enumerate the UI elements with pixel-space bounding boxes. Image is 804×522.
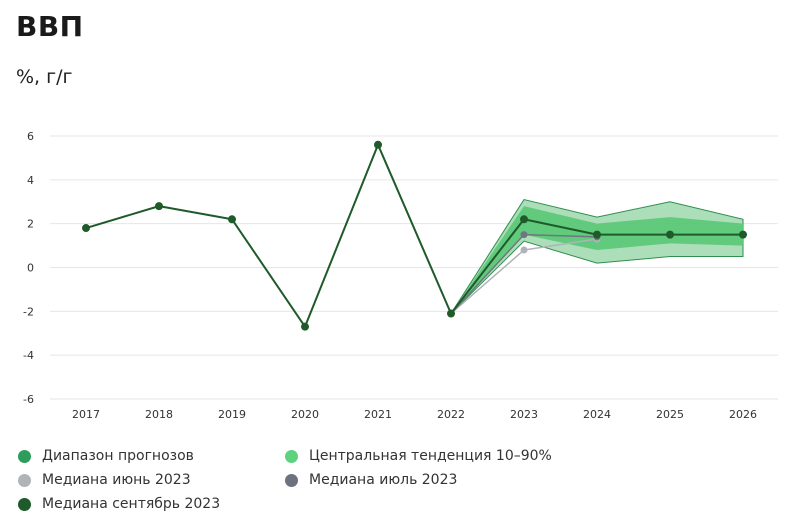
x-tick-label: 2020 — [291, 408, 319, 421]
median-sept-point — [301, 322, 309, 331]
legend-swatch-median-june — [18, 473, 31, 487]
median-sept-point — [374, 140, 382, 149]
median-sept-point — [228, 215, 236, 224]
label-layer: 6 4 2 0 -2 -4 -6 2017 2018 2019 2020 2021 2022 2023 20… — [23, 130, 757, 421]
x-tick-label: 2025 — [656, 408, 684, 421]
median-sept-point — [447, 309, 455, 318]
median-sept-point — [82, 224, 90, 233]
legend-item-median-sept[interactable]: Медиана сентябрь 2023 — [18, 496, 220, 512]
grid-layer — [50, 135, 778, 400]
legend-label-median-july: Медиана июль 2023 — [309, 472, 458, 488]
x-tick-label: 2019 — [218, 408, 246, 421]
y-tick-label: 2 — [27, 218, 34, 231]
legend-label-median-june: Медиана июнь 2023 — [42, 472, 191, 488]
point-layer — [82, 140, 747, 331]
legend-item-central[interactable]: Центральная тенденция 10–90% — [285, 448, 552, 464]
x-tick-label: 2017 — [72, 408, 100, 421]
legend-label-range: Диапазон прогнозов — [42, 448, 194, 464]
y-tick-label: -4 — [23, 349, 34, 362]
y-tick-label: -2 — [23, 305, 34, 318]
x-tick-label: 2021 — [364, 408, 392, 421]
median-sept-point — [739, 230, 747, 239]
legend-label-central: Центральная тенденция 10–90% — [309, 448, 552, 464]
legend-item-median-june[interactable]: Медиана июнь 2023 — [18, 472, 191, 488]
x-tick-label: 2018 — [145, 408, 173, 421]
x-tick-label: 2026 — [729, 408, 757, 421]
legend-item-range[interactable]: Диапазон прогнозов — [18, 448, 194, 464]
legend-swatch-median-july — [285, 473, 298, 487]
legend-swatch-central — [285, 449, 298, 463]
median-july-point — [520, 231, 528, 239]
chart-title: ВВП — [16, 10, 84, 43]
median-sept-point — [593, 230, 601, 239]
y-tick-label: -6 — [23, 393, 34, 406]
legend-swatch-range — [18, 449, 31, 463]
median-sept-line — [85, 143, 743, 328]
chart-svg: 6 4 2 0 -2 -4 -6 2017 2018 2019 2020 2021 2022 2023 20… — [23, 130, 778, 421]
median-june-point — [520, 246, 528, 254]
median-sept-point — [155, 202, 163, 211]
legend-item-median-july[interactable]: Медиана июль 2023 — [285, 472, 457, 488]
y-tick-label: 0 — [27, 262, 34, 275]
x-tick-label: 2022 — [437, 408, 465, 421]
chart-subtitle: %, г/г — [16, 66, 73, 88]
y-tick-label: 6 — [27, 130, 34, 143]
median-sept-point — [520, 215, 528, 224]
x-tick-label: 2023 — [510, 408, 538, 421]
median-sept-point — [666, 230, 674, 239]
x-tick-label: 2024 — [583, 408, 611, 421]
legend-label-median-sept: Медиана сентябрь 2023 — [42, 496, 221, 512]
legend-swatch-median-sept — [18, 497, 31, 511]
y-tick-label: 4 — [27, 174, 34, 187]
